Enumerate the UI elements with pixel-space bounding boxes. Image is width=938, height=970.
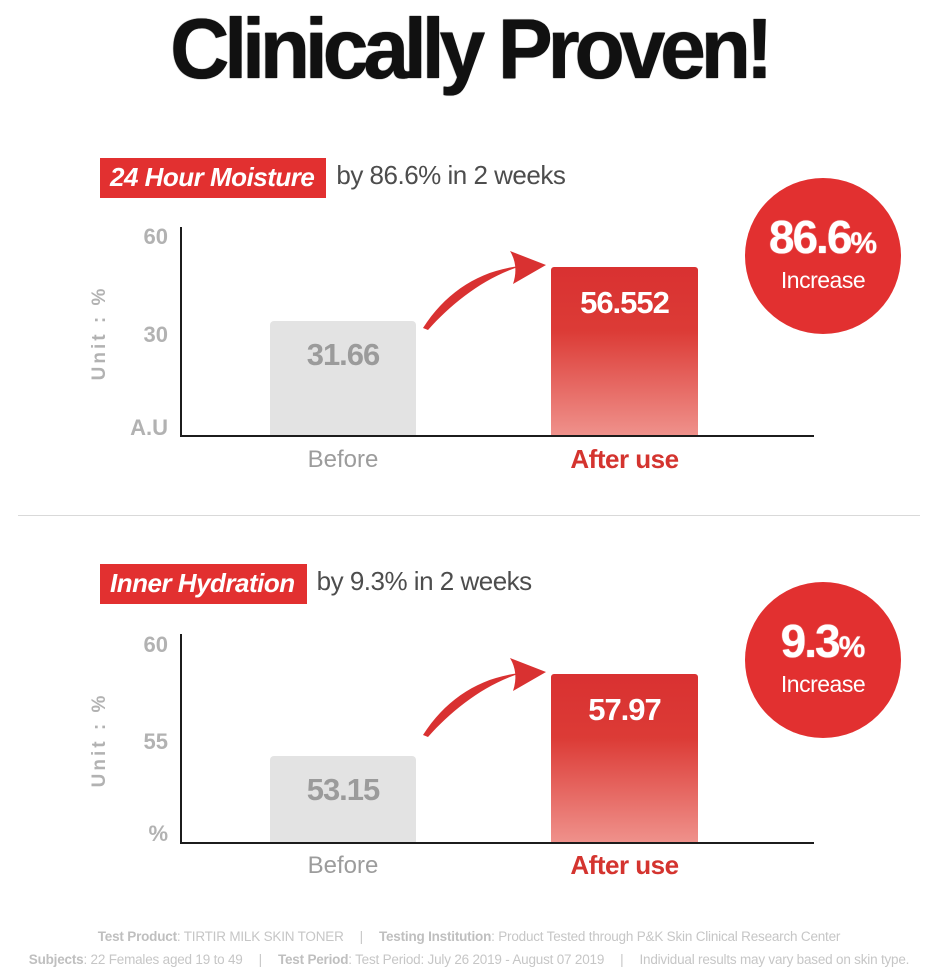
section2-ytick-60: 60 (143, 632, 168, 657)
section1-bar-before-value: 31.66 (306, 337, 381, 372)
section1-bar-after-value: 56.552 (580, 285, 670, 320)
section1-bar-before: 31.66 (270, 321, 416, 435)
percent-sign: % (838, 631, 866, 664)
section2-ytick-55: 55 (143, 729, 168, 754)
section2-label-before: Before (307, 852, 379, 879)
footer-test-product: Test Product: TIRTIR MILK SKIN TONER (97, 929, 344, 944)
increase-arrow-icon (423, 251, 546, 330)
section1-bar-after: 56.552 (551, 267, 698, 435)
section1-ytick-au: A.U (130, 415, 168, 440)
footer-test-period: Test Period: Test Period: July 26 2019 -… (277, 952, 605, 967)
section2-label-after: After use (570, 850, 679, 880)
footer-line1: Test Product: TIRTIR MILK SKIN TONER | Tes… (0, 929, 938, 944)
section2-increase-circle: 9.3% Increase (745, 582, 901, 738)
section2-bar-after: 57.97 (551, 674, 698, 842)
section1-y-axis-line (180, 227, 182, 437)
section1-x-axis-line (180, 435, 814, 437)
section1-subtitle: by 86.6% in 2 weeks (336, 160, 566, 190)
section1-header: 24 Hour Moisture by 86.6% in 2 weeks (100, 158, 566, 198)
footer-separator: | (359, 929, 364, 944)
footer-subjects: Subjects: 22 Females aged 19 to 49 (28, 952, 243, 967)
section-divider (18, 515, 920, 516)
section1-increase-label: Increase (780, 267, 866, 293)
footer-line2: Subjects: 22 Females aged 19 to 49 | Test … (0, 952, 938, 967)
page-title: Clinically Proven! (169, 2, 773, 97)
percent-sign: % (850, 227, 878, 260)
footer-separator: | (620, 952, 624, 967)
section2-ytick-pct: % (148, 821, 168, 846)
section2-bar-before: 53.15 (270, 756, 416, 842)
section1-ytick-30: 30 (143, 322, 168, 347)
section2-increase-label: Increase (780, 671, 866, 697)
section2-badge: Inner Hydration (100, 564, 307, 604)
section2-increase-value: 9.3% (780, 615, 866, 667)
section1-label-before: Before (307, 446, 379, 473)
section2-subtitle: by 9.3% in 2 weeks (316, 566, 533, 596)
section1-ytick-60: 60 (143, 224, 168, 249)
section2-bar-after-value: 57.97 (588, 692, 662, 727)
footer-testing-institution: Testing Institution: Product Tested thro… (378, 929, 841, 944)
section1-increase-circle: 86.6% Increase (745, 178, 901, 334)
footer-separator: | (258, 952, 263, 967)
section1-label-after: After use (570, 444, 679, 474)
section2-header: Inner Hydration by 9.3% in 2 weeks (100, 564, 532, 604)
section2-y-axis-line (180, 634, 182, 844)
section2-x-axis-line (180, 842, 814, 844)
section2-bar-before-value: 53.15 (306, 772, 381, 807)
section1-badge: 24 Hour Moisture (100, 158, 327, 198)
increase-arrow-icon (423, 658, 546, 737)
footer-disclaimer: Individual results may vary based on ski… (639, 952, 910, 967)
section1-increase-value: 86.6% (768, 211, 878, 263)
